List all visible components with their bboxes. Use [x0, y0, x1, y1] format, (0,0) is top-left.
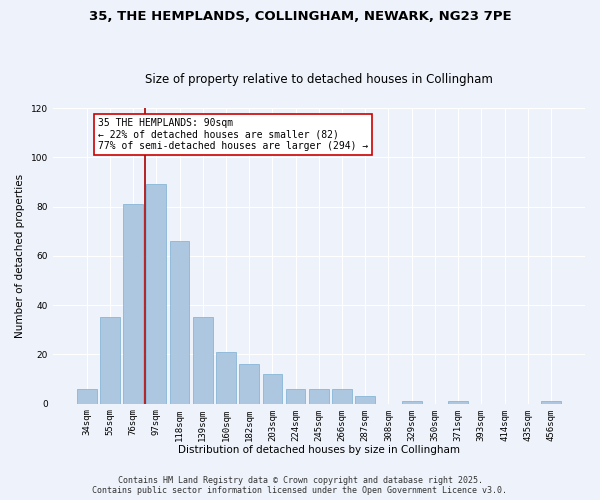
Bar — [146, 184, 166, 404]
X-axis label: Distribution of detached houses by size in Collingham: Distribution of detached houses by size … — [178, 445, 460, 455]
Bar — [448, 402, 468, 404]
Bar — [541, 402, 561, 404]
Text: 35 THE HEMPLANDS: 90sqm
← 22% of detached houses are smaller (82)
77% of semi-de: 35 THE HEMPLANDS: 90sqm ← 22% of detache… — [98, 118, 368, 151]
Bar — [332, 389, 352, 404]
Bar — [263, 374, 282, 404]
Text: 35, THE HEMPLANDS, COLLINGHAM, NEWARK, NG23 7PE: 35, THE HEMPLANDS, COLLINGHAM, NEWARK, N… — [89, 10, 511, 23]
Y-axis label: Number of detached properties: Number of detached properties — [15, 174, 25, 338]
Bar — [309, 389, 329, 404]
Bar — [170, 241, 190, 404]
Bar — [100, 318, 120, 404]
Text: Contains HM Land Registry data © Crown copyright and database right 2025.
Contai: Contains HM Land Registry data © Crown c… — [92, 476, 508, 495]
Bar — [239, 364, 259, 404]
Title: Size of property relative to detached houses in Collingham: Size of property relative to detached ho… — [145, 73, 493, 86]
Bar — [355, 396, 375, 404]
Bar — [216, 352, 236, 404]
Bar — [193, 318, 212, 404]
Bar — [77, 389, 97, 404]
Bar — [123, 204, 143, 404]
Bar — [402, 402, 422, 404]
Bar — [286, 389, 305, 404]
